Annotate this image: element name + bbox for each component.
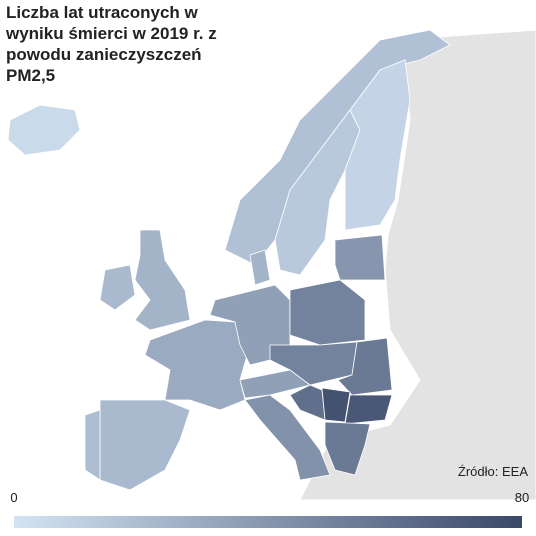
region bbox=[289, 279, 366, 346]
region bbox=[99, 264, 136, 311]
region bbox=[334, 234, 386, 281]
region bbox=[239, 369, 311, 399]
region bbox=[344, 394, 393, 425]
region bbox=[324, 421, 371, 476]
non-eu-land bbox=[299, 29, 536, 501]
region bbox=[7, 104, 81, 156]
region bbox=[144, 319, 251, 411]
region bbox=[99, 399, 191, 491]
region bbox=[244, 394, 331, 481]
region bbox=[321, 387, 351, 423]
legend-max: 80 bbox=[515, 490, 529, 505]
region bbox=[289, 384, 326, 421]
region bbox=[249, 249, 271, 286]
region bbox=[269, 341, 358, 386]
source: Źródło: EEA bbox=[458, 464, 528, 479]
legend-bar bbox=[14, 516, 522, 528]
region bbox=[344, 59, 411, 231]
legend-min: 0 bbox=[10, 490, 17, 505]
region bbox=[134, 229, 191, 331]
title: Liczba lat utraconych w wyniku śmierci w… bbox=[6, 3, 217, 85]
region bbox=[84, 409, 101, 481]
